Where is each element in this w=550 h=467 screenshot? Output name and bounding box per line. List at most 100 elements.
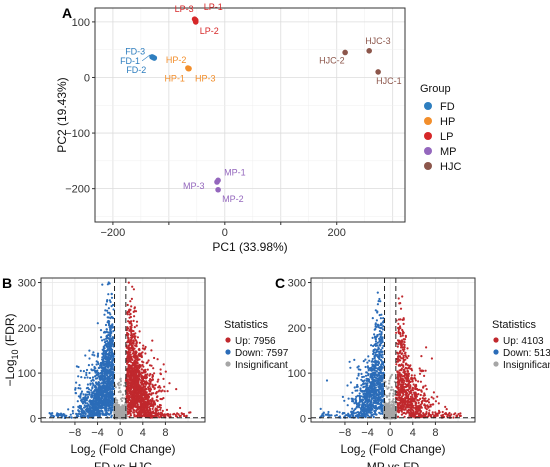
volcano-point-up <box>147 402 150 406</box>
volcano-point-up <box>424 369 427 372</box>
volcano-point-down <box>371 381 374 384</box>
point-label: HP-3 <box>195 74 216 84</box>
volcano-point-up <box>127 358 130 361</box>
label-leader <box>141 54 151 62</box>
volcano-point-tail <box>70 416 73 419</box>
volcano-point-up <box>129 355 132 358</box>
volcano-point-up <box>146 368 149 371</box>
volcano-point-up <box>151 407 154 410</box>
volcano-point-up <box>127 372 130 375</box>
volcano-point-down <box>94 377 98 380</box>
volcano-point-down <box>378 374 381 377</box>
volcano-point-tail <box>159 408 162 411</box>
volcano-point-down <box>81 402 85 405</box>
volcano-point-down <box>357 372 360 375</box>
volcano-point-up <box>130 329 134 333</box>
volcano-point-down <box>381 372 385 375</box>
volcano-point-down <box>377 356 380 359</box>
volcano-point-tail <box>177 413 180 416</box>
volcano-point-insignificant <box>114 386 117 389</box>
volcano-point-up <box>396 370 399 373</box>
volcano-point-up <box>127 281 130 284</box>
volcano-point-up <box>403 368 406 371</box>
volcano-point-up <box>126 355 129 358</box>
volcano-point-up <box>142 344 145 347</box>
volcano-point-up <box>151 339 154 342</box>
volcano-point-down <box>88 349 91 352</box>
volcano-point-up <box>400 345 403 349</box>
volcano-point-down <box>88 393 91 396</box>
panel-letter-b: B <box>2 275 12 291</box>
volcano-point-down <box>101 283 104 286</box>
volcano-point-up <box>397 322 400 325</box>
volcano-point-down <box>106 389 109 392</box>
volcano-point-up <box>136 408 139 411</box>
volcano-point-down <box>80 398 83 401</box>
volcano-point-up <box>136 393 139 397</box>
volcano-point-up <box>127 327 130 330</box>
volcano-point-insignificant <box>115 403 118 406</box>
volcano-point-down <box>91 387 94 390</box>
volcano-point-down <box>369 367 372 370</box>
volcano-point-down <box>104 409 107 412</box>
volcano-point-down <box>365 377 368 380</box>
volcano-point-down <box>108 363 111 366</box>
plot-frame <box>94 7 406 223</box>
volcano-point-up <box>132 350 135 353</box>
volcano-point-up <box>154 383 157 386</box>
volcano-point-down <box>100 336 103 339</box>
volcano-point-down <box>367 368 370 371</box>
volcano-point-down <box>380 351 383 354</box>
volcano-point-down <box>82 393 85 396</box>
volcano-point-up <box>403 370 406 373</box>
y-tick-label: 100 <box>72 17 90 29</box>
volcano-point-down <box>104 407 107 411</box>
volcano-point-down <box>369 376 373 379</box>
volcano-point-tail <box>183 414 186 417</box>
volcano-point-up <box>400 352 403 356</box>
volcano-point-down <box>367 374 370 377</box>
volcano-point-down <box>376 323 379 326</box>
volcano-point-up <box>126 352 129 355</box>
volcano-point-tail <box>182 412 185 416</box>
volcano-point-insignificant <box>120 410 123 413</box>
volcano-point-down <box>109 317 112 320</box>
volcano-point-up <box>140 394 143 397</box>
comparison-caption: FD vs HJC <box>94 460 152 467</box>
volcano-point-up <box>133 370 136 374</box>
volcano-point-down <box>377 394 380 397</box>
volcano-point-down <box>374 372 377 375</box>
volcano-point-down <box>105 352 108 355</box>
volcano-point-down <box>366 399 369 402</box>
volcano-point-down <box>101 372 104 375</box>
volcano-point-insignificant <box>118 408 121 411</box>
volcano-point-insignificant <box>123 384 126 387</box>
volcano-point-tail <box>150 411 153 415</box>
volcano-point-down <box>98 410 101 413</box>
volcano-point-up <box>138 396 141 399</box>
volcano-point-up <box>127 382 130 385</box>
volcano-point-up <box>133 367 136 370</box>
volcano-point-down <box>382 374 385 377</box>
volcano-point-down <box>373 357 376 360</box>
volcano-point-down <box>72 406 75 409</box>
volcano-point-down <box>377 300 380 303</box>
volcano-point-down <box>363 390 366 393</box>
volcano-point-down <box>375 319 378 322</box>
volcano-point-up <box>151 399 154 402</box>
volcano-point-down <box>81 408 84 411</box>
volcano-point-down <box>370 383 373 386</box>
volcano-point-down <box>367 355 370 358</box>
volcano-point-up <box>151 378 154 381</box>
volcano-point-down <box>95 395 98 398</box>
volcano-point-down <box>343 399 346 402</box>
volcano-point-up <box>149 382 152 385</box>
volcano-point-up <box>398 302 401 305</box>
volcano-point-down <box>367 379 370 382</box>
volcano-point-down <box>375 384 378 387</box>
volcano-point-down <box>79 387 82 390</box>
volcano-point-down <box>104 323 108 327</box>
volcano-point-up <box>432 391 435 394</box>
volcano-point-down <box>378 406 381 409</box>
